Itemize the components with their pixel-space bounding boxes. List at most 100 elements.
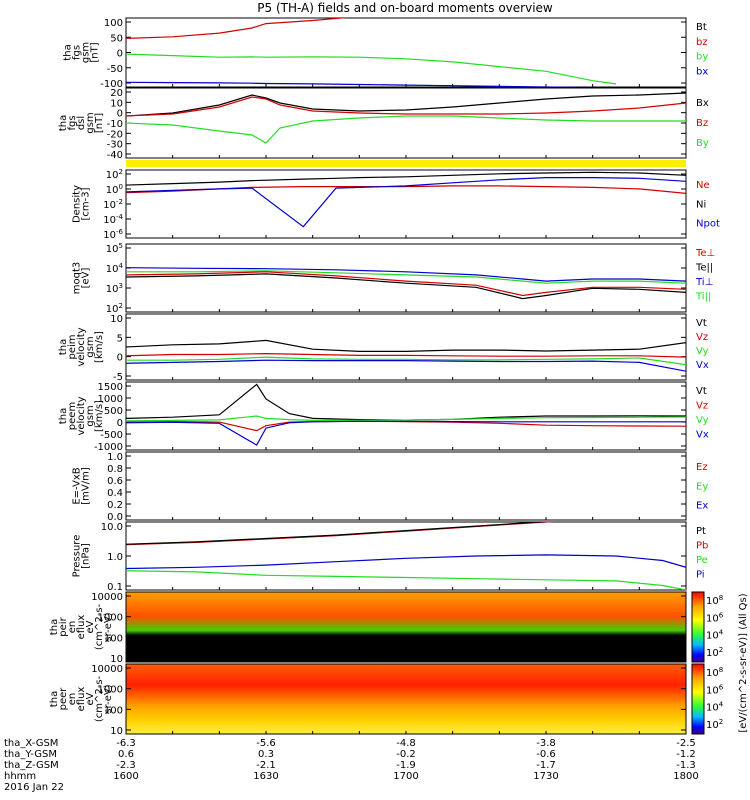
y-tick-label: 5	[117, 333, 123, 344]
series-line-Vy	[126, 415, 686, 422]
colorbar-tick-label: 108	[706, 666, 723, 679]
x-row-value: 0.3	[258, 749, 274, 760]
x-row-value: -0.6	[536, 749, 556, 760]
y-axis-label: peim	[67, 334, 78, 359]
y-tick-label: 10	[110, 726, 123, 737]
y-tick-label: 1000	[98, 685, 123, 696]
series-line-Vt	[126, 383, 686, 421]
series-line-bz	[126, 18, 348, 39]
colorbar-tick-label: 104	[706, 629, 724, 642]
series-line-Vt	[126, 339, 686, 352]
y-axis-label: [nPa]	[81, 543, 92, 569]
y-axis-label: fgs	[72, 45, 83, 60]
x-row-value: -2.3	[116, 760, 136, 771]
legend-entry: Ni	[696, 199, 706, 210]
x-axis-labels: tha_X-GSM -6.3 -5.6 -4.8 -3.8 -2.5 tha_Y-GSM 0.…	[4, 738, 699, 793]
series-line-Bz	[126, 96, 686, 117]
y-tick-label: 100	[104, 18, 123, 29]
legend-entry: Vt	[696, 318, 707, 329]
y-axis-label: E=-VxB	[72, 467, 83, 504]
y-tick-label: 1.0	[107, 552, 123, 563]
y-tick-label: 0.4	[107, 488, 123, 499]
y-tick-label: -1000	[94, 442, 123, 453]
series-group	[126, 267, 686, 300]
y-axis-label: tha	[58, 115, 69, 131]
y-tick-label: 50	[110, 33, 123, 44]
spectrogram	[126, 592, 686, 662]
y-axis-label: peir	[58, 616, 69, 636]
legend-entry: Ne	[696, 180, 710, 191]
series-line-Te||	[126, 273, 686, 300]
series-line-Ni	[126, 171, 686, 186]
y-tick-label: 10-4	[103, 213, 123, 226]
x-row-value: -1.9	[396, 760, 416, 771]
y-tick-label: 500	[104, 406, 123, 417]
y-tick-label: 102	[106, 168, 123, 181]
x-row-label: hhmm	[4, 771, 36, 782]
legend-entry: Ez	[696, 462, 708, 473]
colorbar-tick-label: 106	[706, 611, 724, 624]
date-label: 2016 Jan 22	[4, 782, 64, 793]
y-tick-label: 102	[106, 302, 123, 315]
y-tick-label: 0	[117, 353, 123, 364]
legend-entry: Te⊥	[695, 248, 715, 259]
y-axis-label: gsm	[85, 112, 96, 133]
y-axis-label: velocity	[76, 327, 87, 366]
y-axis-label: peem	[67, 402, 78, 430]
series-line-Npot	[126, 177, 686, 228]
series-line-Vx	[126, 420, 686, 446]
y-tick-label: 10.0	[101, 522, 123, 533]
panel-density: 102 100 10-2 10-4 10-6 Density[cm-3] Ne Ni Npot	[72, 168, 720, 241]
colorbar-tick-label: 108	[706, 594, 723, 607]
series-line-Vy	[126, 356, 686, 366]
y-tick-label: 10000	[91, 664, 123, 675]
x-row-value: -0.2	[396, 749, 416, 760]
panel-frame	[125, 169, 687, 239]
series-line-Pi	[126, 554, 686, 570]
y-axis-label: moqt3	[72, 262, 83, 295]
colorbar-tick-label: 102	[706, 646, 723, 659]
y-axis-label: tha	[49, 619, 60, 635]
legend-entry: Npot	[696, 219, 720, 230]
legend-entry: Te||	[695, 263, 713, 274]
legend-entry: Ti⊥	[695, 277, 713, 288]
y-axis-label: [nT]	[90, 42, 101, 62]
x-row-value: 1630	[253, 771, 278, 782]
y-tick-label: 1000	[98, 613, 123, 624]
y-tick-label: -500	[100, 430, 123, 441]
x-row-value: 1700	[393, 771, 418, 782]
y-axis-label: [cm-3]	[81, 187, 92, 220]
y-tick-label: -50	[107, 64, 123, 75]
y-tick-label: 1500	[98, 382, 123, 393]
y-tick-label: 100	[106, 183, 123, 196]
y-axis-label: (cm^2-s-	[94, 603, 105, 650]
y-tick-label: 0	[117, 49, 123, 60]
legend-entry: Pe	[696, 555, 708, 566]
x-row-label: tha_X-GSM	[4, 738, 58, 749]
y-axis-label: tha	[58, 339, 69, 355]
panel-efield: 1.00.80.60.40.20.0 E=-VxB[mV/m] Ez Ey Ex	[72, 451, 708, 523]
panel-frame	[125, 451, 687, 521]
x-row-value: 0.6	[118, 749, 134, 760]
colorbar	[691, 591, 705, 663]
y-axis-label: [nT]	[94, 113, 105, 133]
x-row-value: -5.6	[256, 738, 276, 749]
y-tick-label: 10-6	[103, 228, 123, 241]
panel-frame	[125, 313, 687, 381]
x-row-value: -2.5	[676, 738, 696, 749]
x-row-value: -2.1	[256, 760, 276, 771]
y-axis-label: tha	[58, 408, 69, 424]
legend-entry: Bz	[696, 118, 708, 129]
y-tick-label: 100	[104, 633, 123, 644]
y-axis-label: gsm	[85, 336, 96, 357]
y-axis-label: sr-eV)	[103, 612, 114, 641]
x-row-value: 1800	[673, 771, 698, 782]
legend-entry: Vt	[696, 386, 707, 397]
y-axis-label: [eV]	[81, 268, 92, 289]
y-axis-label: velocity	[76, 396, 87, 435]
series-group	[126, 171, 686, 228]
y-axis-label: eV	[85, 692, 96, 705]
y-axis-label: [km/s]	[94, 331, 105, 363]
legend-entry: Vy	[696, 415, 709, 426]
